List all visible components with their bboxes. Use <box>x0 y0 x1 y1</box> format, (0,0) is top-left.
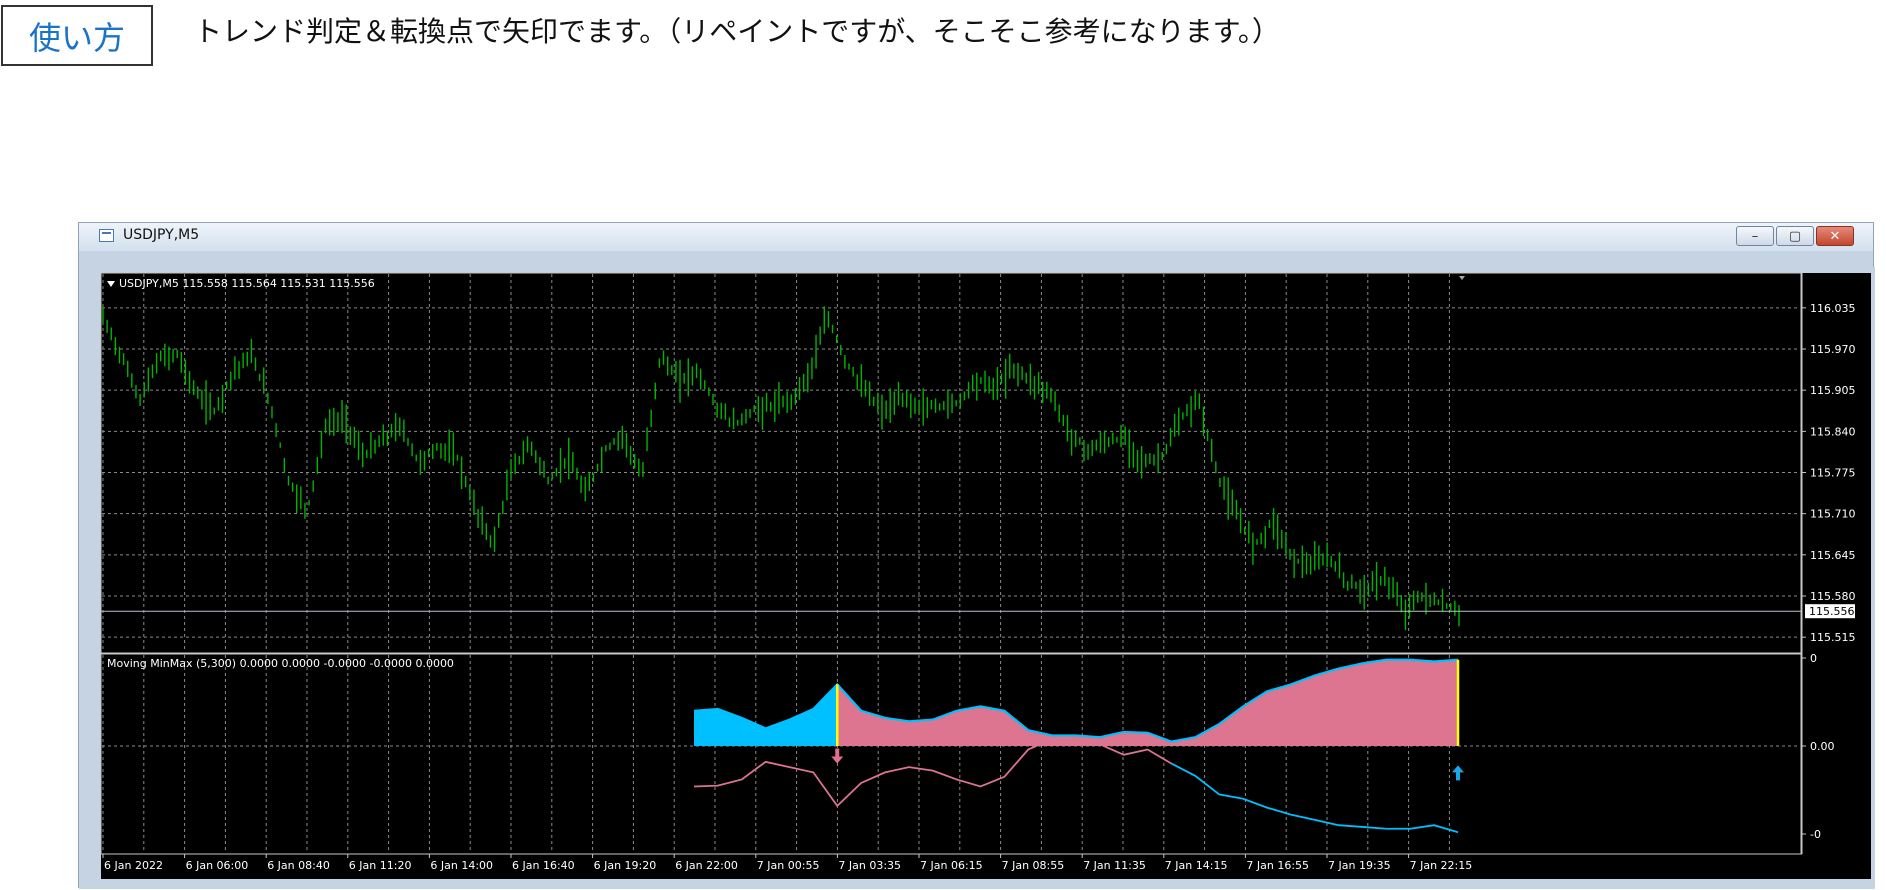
indicator-series <box>693 658 1460 834</box>
price-candles <box>102 306 1460 631</box>
indicator-tick-label: 0.00 <box>1810 740 1835 753</box>
minimize-icon: – <box>1751 228 1759 244</box>
min-line-bull <box>1171 762 1459 834</box>
price-tick-label: 115.775 <box>1810 467 1856 480</box>
time-tick-label: 7 Jan 08:55 <box>1002 859 1065 872</box>
chart-canvas[interactable]: 116.035 115.970 115.905 115.840 115.775 115.7… <box>79 223 1875 889</box>
time-tick-label: 7 Jan 14:15 <box>1165 859 1228 872</box>
maximize-icon: ▢ <box>1788 228 1802 244</box>
down-arrow-icon <box>831 748 844 764</box>
time-tick-label: 7 Jan 22:15 <box>1410 859 1473 872</box>
symbol-quote-label: USDJPY,M5 115.558 115.564 115.531 115.55… <box>119 277 375 290</box>
close-button[interactable]: ✕ <box>1816 226 1854 246</box>
time-tick-label: 7 Jan 06:15 <box>920 859 983 872</box>
signal-arrows <box>831 748 1464 781</box>
time-tick-label: 7 Jan 03:35 <box>838 859 901 872</box>
price-tick-label: 115.905 <box>1810 384 1856 397</box>
chart-window[interactable]: USDJPY,M5 – ▢ ✕ 116.035 115.970 115.905 115… <box>78 222 1875 889</box>
bear-area <box>837 659 1458 746</box>
chart-window-icon <box>99 229 114 242</box>
chart-shift-marker <box>1459 276 1465 280</box>
time-tick-label: 7 Jan 16:55 <box>1246 859 1309 872</box>
price-tick-label: 115.710 <box>1810 508 1856 521</box>
window-title: USDJPY,M5 <box>123 227 200 243</box>
current-price-label: 115.556 <box>1809 605 1855 618</box>
indicator-tick-label: -0 <box>1810 828 1821 841</box>
price-panel-title: USDJPY,M5 115.558 115.564 115.531 115.55… <box>107 277 375 290</box>
price-axis: 116.035 115.970 115.905 115.840 115.775 115.7… <box>1802 302 1856 644</box>
price-tick-label: 115.580 <box>1810 590 1856 603</box>
price-tick-label: 115.970 <box>1810 343 1856 356</box>
time-tick-label: 6 Jan 19:20 <box>594 859 657 872</box>
indicator-axis: 0 0.00 -0 <box>1802 652 1835 841</box>
description-text: トレンド判定＆転換点で矢印でます。（リペイントですが、そこそこ参考になります。） <box>194 15 1280 48</box>
time-tick-label: 6 Jan 14:00 <box>430 859 493 872</box>
price-tick-label: 115.840 <box>1810 425 1856 438</box>
price-tick-label: 115.515 <box>1810 631 1856 644</box>
price-tick-label: 116.035 <box>1810 302 1856 315</box>
min-line <box>693 738 1172 808</box>
max-line <box>693 658 1459 743</box>
time-tick-label: 7 Jan 00:55 <box>757 859 820 872</box>
grid-lines <box>102 274 1800 853</box>
how-to-label: 使い方 <box>1 5 153 66</box>
time-tick-label: 6 Jan 22:00 <box>675 859 738 872</box>
price-panel-frame <box>100 272 1802 654</box>
up-arrow-icon <box>1452 765 1464 781</box>
time-axis: 6 Jan 2022 6 Jan 06:00 6 Jan 08:40 6 Jan 11… <box>102 854 1473 872</box>
close-icon: ✕ <box>1829 228 1841 244</box>
current-price-box <box>1805 604 1855 619</box>
time-tick-label: 6 Jan 16:40 <box>512 859 575 872</box>
time-tick-label: 6 Jan 08:40 <box>267 859 330 872</box>
time-tick-label: 6 Jan 06:00 <box>186 859 249 872</box>
indicator-tick-label: 0 <box>1810 652 1817 665</box>
bull-area <box>694 684 838 746</box>
window-titlebar[interactable]: USDJPY,M5 – ▢ ✕ <box>79 223 1873 251</box>
maximize-button[interactable]: ▢ <box>1776 226 1814 246</box>
chart-background <box>101 273 1871 879</box>
minimize-button[interactable]: – <box>1736 226 1774 246</box>
price-tick-label: 115.645 <box>1810 549 1856 562</box>
time-tick-label: 6 Jan 11:20 <box>349 859 412 872</box>
indicator-title-label: Moving MinMax (5,300) 0.0000 0.0000 -0.0… <box>107 657 454 670</box>
time-tick-label: 7 Jan 19:35 <box>1328 859 1391 872</box>
time-tick-label: 7 Jan 11:35 <box>1083 859 1146 872</box>
time-tick-label: 6 Jan 2022 <box>104 859 163 872</box>
